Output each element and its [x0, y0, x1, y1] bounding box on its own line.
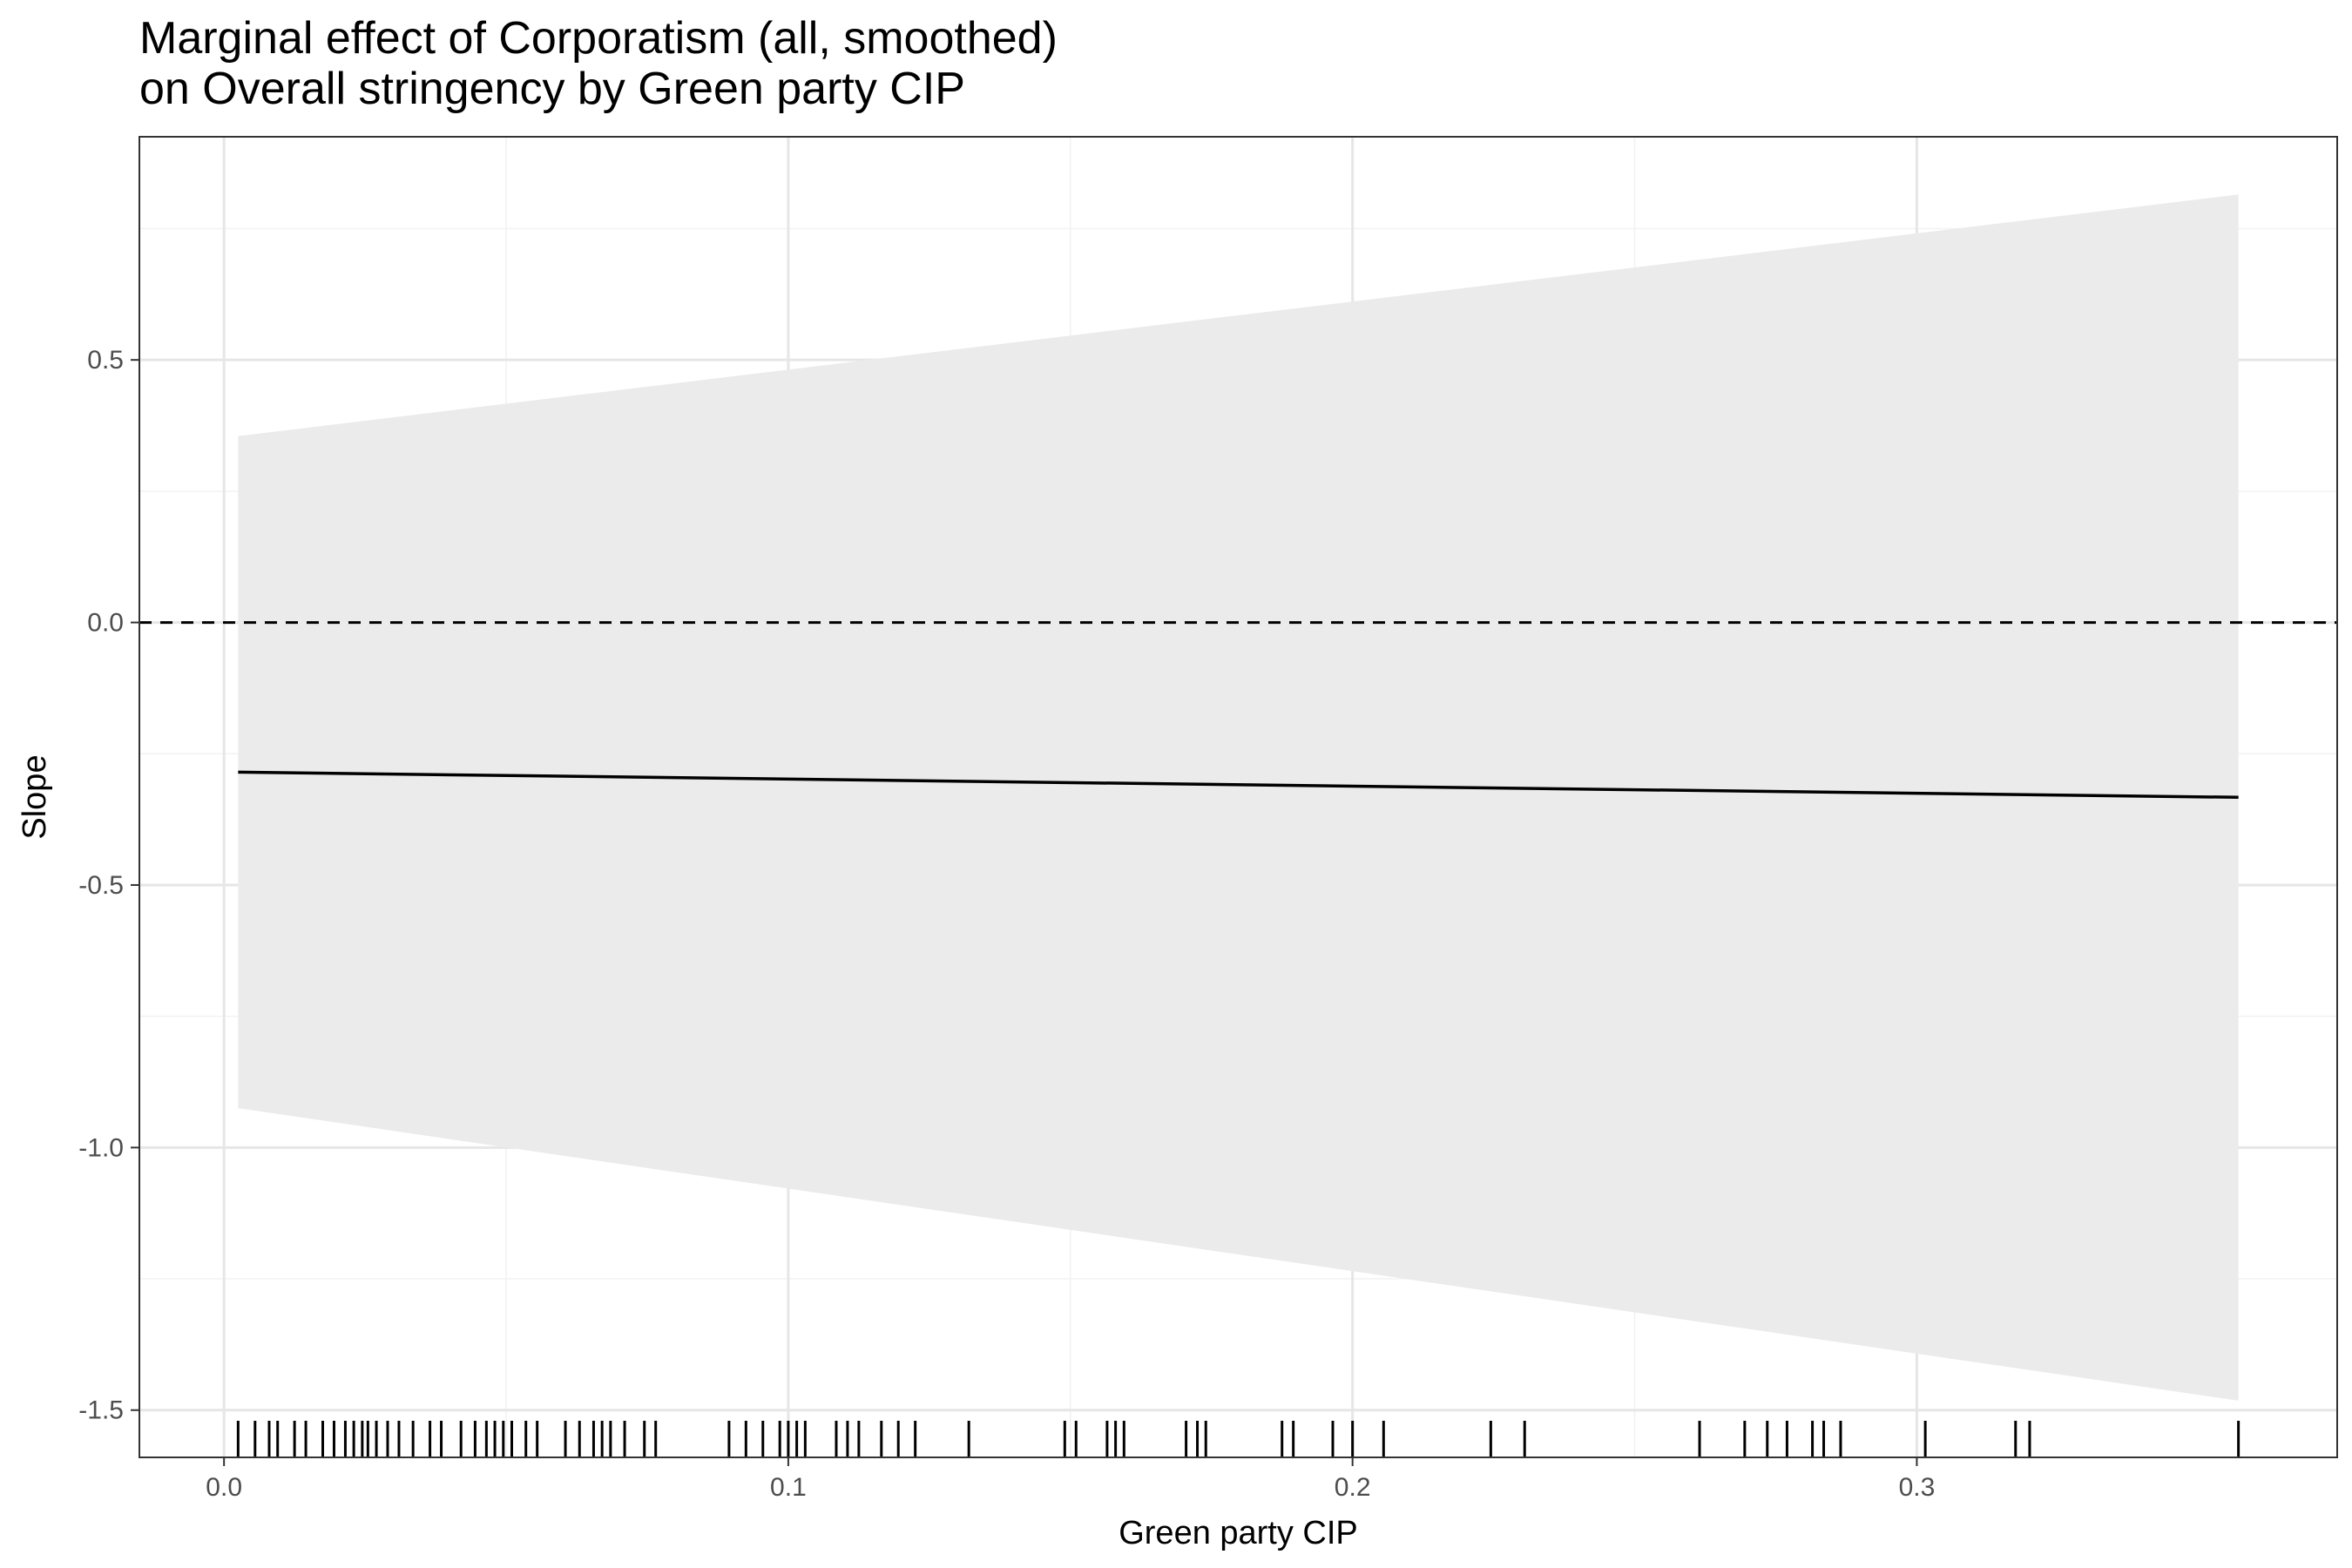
x-axis-ticks: 0.0 0.1 0.2 0.3: [206, 1457, 1935, 1502]
x-tick-label: 0.2: [1335, 1473, 1371, 1502]
y-axis-label: Slope: [17, 754, 53, 839]
x-axis-label: Green party CIP: [1119, 1515, 1358, 1551]
chart-subtitle: on Overall stringency by Green party CIP: [139, 64, 965, 114]
confidence-band-layer: [238, 194, 2239, 1401]
y-tick-label: 0.0: [87, 609, 124, 638]
x-tick-label: 0.1: [770, 1473, 807, 1502]
y-tick-label: -1.5: [78, 1396, 124, 1425]
y-tick-label: -0.5: [78, 871, 124, 900]
plot-panel-border: [139, 136, 2338, 1458]
confidence-band: [238, 194, 2239, 1401]
x-tick-label: 0.3: [1899, 1473, 1936, 1502]
y-axis-ticks: -1.5 -1.0 -0.5 0.0 0.5: [78, 346, 139, 1425]
slope-line: [238, 770, 2239, 800]
x-tick-label: 0.0: [206, 1473, 242, 1502]
series-line-layer: [238, 770, 2239, 800]
rug-layer: [236, 1421, 2240, 1457]
y-tick-label: -1.0: [78, 1133, 124, 1162]
chart-title: Marginal effect of Corporatism (all, smo…: [139, 13, 1058, 64]
y-tick-label: 0.5: [87, 346, 124, 375]
